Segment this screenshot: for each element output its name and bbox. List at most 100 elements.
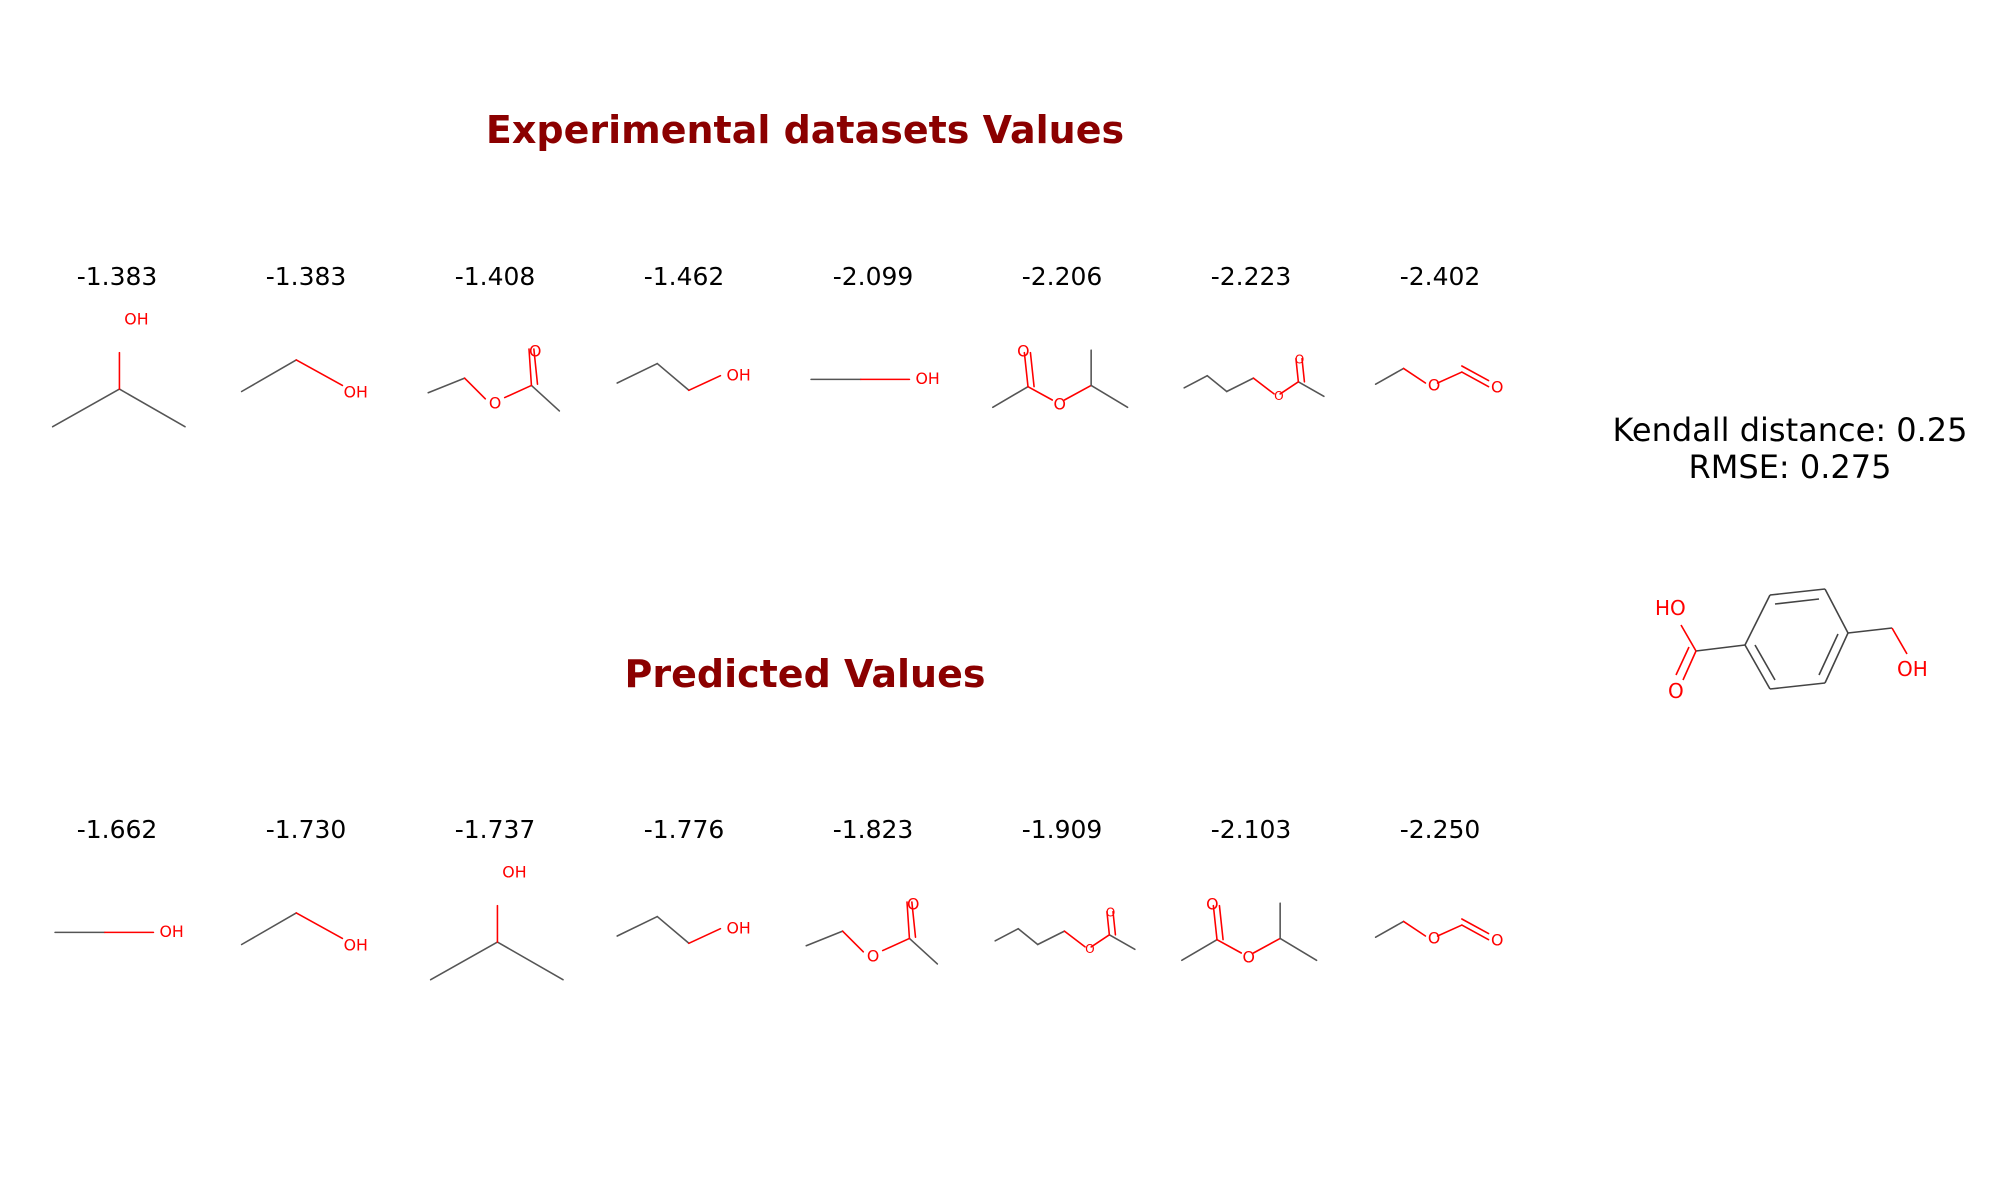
- bond: [656, 362, 690, 392]
- bond: [1301, 357, 1306, 383]
- bond: [991, 385, 1029, 409]
- atom-label: O: [1017, 341, 1029, 360]
- atom-label: OH: [727, 919, 751, 938]
- bond: [240, 359, 298, 393]
- atom-label: OH: [124, 310, 148, 329]
- atom-label: OH: [727, 366, 751, 385]
- experimental-title: Experimental datasets Values: [485, 108, 1125, 152]
- bond: [1180, 938, 1218, 962]
- bond: [1063, 384, 1092, 401]
- atom-label: O: [1295, 353, 1305, 367]
- experimental-molecule-methanol: -2.099 OH: [788, 262, 958, 472]
- metrics-panel: Kendall distance: 0.25 RMSE: 0.275: [1610, 412, 1970, 486]
- atom-label: O: [1206, 894, 1218, 913]
- bond: [616, 915, 659, 937]
- bond: [1295, 357, 1300, 383]
- bond: [1461, 365, 1490, 382]
- molecule-structure: OO: [427, 341, 561, 413]
- bond: [1461, 924, 1490, 941]
- bond: [1252, 377, 1275, 395]
- bond: [1279, 380, 1300, 395]
- predicted-molecule-ethyl-formate: -2.250 O O: [1355, 815, 1525, 1025]
- atom-label: O: [529, 341, 541, 360]
- bond: [1461, 918, 1490, 935]
- carbonyl-oxygen-label: O: [1668, 679, 1684, 703]
- molecule-structure: OH: [429, 863, 564, 981]
- bond: [908, 937, 939, 965]
- bond: [1206, 374, 1228, 393]
- experimental-molecule-propanol: -1.462 OH: [599, 262, 769, 472]
- predicted-molecule-ethyl-acetate: -1.823 O O: [788, 815, 958, 1025]
- bond: [1374, 367, 1405, 386]
- bond: [1297, 380, 1325, 398]
- experimental-value: -2.206: [1021, 262, 1103, 291]
- predicted-molecule-butyl-acetate: -1.909 O O: [977, 815, 1147, 1025]
- bond: [1225, 377, 1255, 393]
- bond: [1183, 374, 1209, 389]
- experimental-value: -2.099: [832, 262, 914, 291]
- bond: [503, 384, 533, 399]
- bond: [911, 901, 917, 939]
- atom-label: O: [1054, 395, 1066, 414]
- bond: [1212, 904, 1218, 941]
- bond: [1374, 920, 1405, 939]
- kendall-distance: Kendall distance: 0.25: [1612, 411, 1968, 449]
- bond: [530, 384, 561, 412]
- atom-label: O: [489, 394, 501, 413]
- bond: [1023, 351, 1029, 388]
- predicted-value: -2.250: [1399, 815, 1481, 844]
- molecule-structure: OO: [994, 906, 1136, 956]
- bond: [1436, 371, 1463, 384]
- predicted-value: -1.730: [265, 815, 347, 844]
- experimental-value: -1.383: [265, 262, 347, 291]
- predicted-title: Predicted Values: [624, 652, 986, 696]
- bond: [1036, 930, 1066, 946]
- acid-hydroxyl-label: HO: [1655, 596, 1686, 620]
- bond: [1112, 910, 1117, 936]
- predicted-molecule-ethanol: -1.730 OH: [221, 815, 391, 1025]
- predicted-value: -1.823: [832, 815, 914, 844]
- bond: [906, 901, 911, 940]
- bond: [463, 377, 487, 400]
- experimental-value: -1.408: [454, 262, 536, 291]
- bond: [1027, 385, 1054, 401]
- bond: [688, 927, 722, 945]
- experimental-value: -1.383: [76, 262, 158, 291]
- molecule-structure: OO: [1183, 353, 1325, 403]
- bond: [118, 388, 186, 428]
- bond: [240, 912, 298, 946]
- bond: [1218, 904, 1224, 941]
- atom-label: O: [1428, 928, 1440, 947]
- bond: [295, 912, 344, 940]
- bond: [1461, 371, 1490, 388]
- bond: [1029, 351, 1035, 388]
- bond: [295, 359, 344, 387]
- experimental-value: -2.223: [1210, 262, 1292, 291]
- bond: [427, 377, 466, 394]
- atom-label: O: [1243, 948, 1255, 967]
- bond: [1436, 924, 1463, 937]
- bond: [533, 348, 539, 386]
- bond: [841, 930, 865, 953]
- predicted-molecule-propanol: -1.776 OH: [599, 815, 769, 1025]
- molecule-structure: OO: [1180, 894, 1318, 967]
- experimental-molecule-butyl-acetate: -2.223 O O: [1166, 262, 1336, 472]
- bond: [1108, 933, 1136, 951]
- experimental-value: -2.402: [1399, 262, 1481, 291]
- bond: [528, 348, 533, 387]
- query-molecule: HO O OH: [1655, 588, 1928, 703]
- atom-label: O: [867, 947, 879, 966]
- bond: [688, 374, 722, 392]
- atom-label: OH: [160, 922, 184, 941]
- bond: [805, 930, 844, 947]
- atom-label: O: [1274, 389, 1284, 403]
- bond: [51, 388, 121, 428]
- molecule-structure: OH: [616, 915, 751, 945]
- bond: [496, 941, 564, 981]
- alcohol-hydroxyl-label: OH: [1897, 657, 1928, 681]
- bond: [1252, 937, 1281, 954]
- atom-label: O: [1428, 375, 1440, 394]
- molecule-structure: OH: [51, 310, 186, 428]
- atom-label: OH: [344, 936, 368, 955]
